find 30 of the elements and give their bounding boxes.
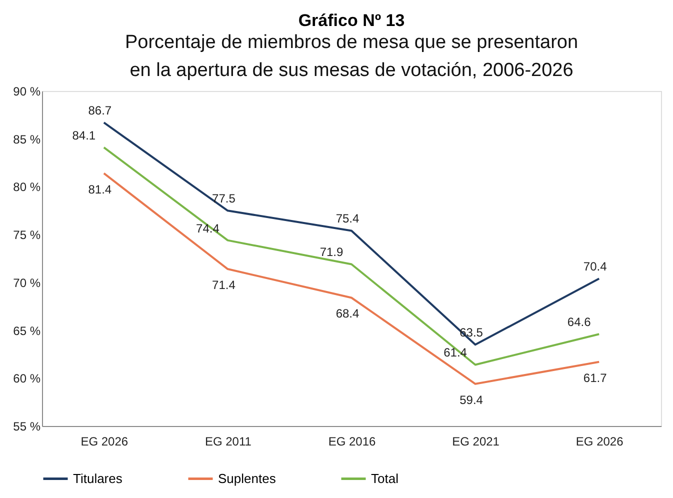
chart-subtitle: Porcentaje de miembros de mesa que se presentaron en la apertura de sus mesas de votación, 2006-2026 (124, 32, 578, 81)
x-tick-label: EG 2016 (328, 434, 376, 448)
y-tick-label: 60 % (13, 372, 41, 386)
y-tick-label: 55 % (13, 420, 41, 434)
data-label: 75.4 (336, 212, 360, 226)
data-label: 81.4 (88, 182, 112, 196)
data-label: 71.4 (212, 278, 236, 292)
data-label: 59.4 (460, 392, 484, 407)
x-tick-label: EG 2026 (576, 434, 624, 448)
y-tick-label: 80 % (13, 180, 41, 194)
chart-title: Gráfico Nº 13 (298, 11, 405, 30)
data-label: 86.7 (88, 104, 112, 118)
data-label: 71.9 (320, 245, 344, 260)
y-tick-label: 70 % (13, 276, 41, 290)
legend-label: Titulares (73, 470, 123, 486)
legend-label: Total (371, 470, 399, 486)
legend-label: Suplentes (218, 470, 276, 486)
data-label: 77.5 (212, 192, 236, 206)
x-tick-label: EG 2021 (452, 434, 500, 448)
x-tick-label: EG 2011 (204, 434, 252, 448)
data-label: 64.6 (567, 315, 592, 330)
y-tick-label: 85 % (13, 132, 41, 146)
data-label: 84.1 (72, 128, 96, 142)
x-tick-label: EG 2026 (80, 434, 128, 448)
data-label: 68.4 (336, 306, 360, 321)
data-label: 61.7 (583, 370, 608, 385)
y-tick-label: 75 % (13, 228, 41, 242)
y-tick-label: 65 % (13, 324, 41, 338)
y-tick-label: 90 % (13, 84, 41, 98)
data-label: 70.4 (583, 260, 608, 274)
